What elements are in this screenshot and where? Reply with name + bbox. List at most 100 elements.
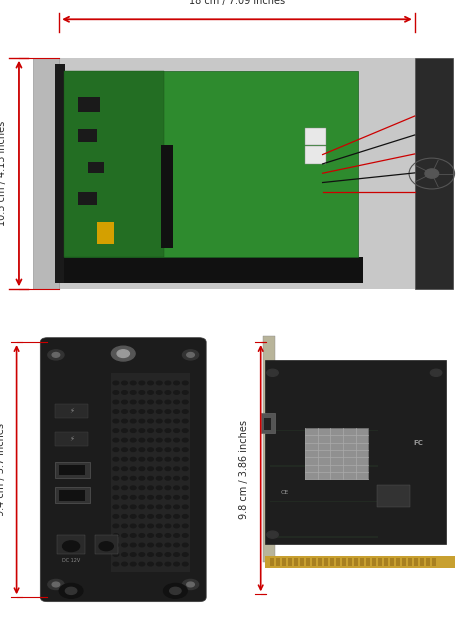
Circle shape bbox=[113, 438, 118, 442]
Bar bbox=[270, 430, 378, 431]
Circle shape bbox=[113, 496, 118, 499]
Circle shape bbox=[165, 391, 171, 394]
Circle shape bbox=[174, 391, 179, 394]
Bar bbox=[55, 432, 88, 446]
Circle shape bbox=[117, 350, 129, 357]
Bar bbox=[282, 558, 286, 566]
Circle shape bbox=[63, 541, 80, 551]
Bar bbox=[55, 404, 88, 418]
Circle shape bbox=[122, 524, 128, 528]
Circle shape bbox=[165, 505, 171, 509]
Circle shape bbox=[165, 419, 171, 423]
Bar bbox=[270, 465, 378, 467]
Circle shape bbox=[99, 542, 113, 551]
Circle shape bbox=[113, 515, 118, 518]
Circle shape bbox=[139, 543, 145, 547]
Circle shape bbox=[148, 448, 154, 452]
Circle shape bbox=[148, 400, 154, 404]
Bar bbox=[415, 58, 453, 289]
Circle shape bbox=[156, 381, 162, 385]
Circle shape bbox=[148, 476, 154, 480]
Circle shape bbox=[165, 400, 171, 404]
Circle shape bbox=[113, 486, 118, 489]
Bar bbox=[88, 162, 104, 173]
Circle shape bbox=[122, 505, 128, 509]
Circle shape bbox=[182, 410, 188, 413]
Bar bbox=[276, 558, 280, 566]
Circle shape bbox=[139, 457, 145, 461]
Circle shape bbox=[139, 381, 145, 385]
Circle shape bbox=[165, 496, 171, 499]
Circle shape bbox=[165, 552, 171, 556]
Circle shape bbox=[113, 419, 118, 423]
Circle shape bbox=[174, 562, 179, 566]
Circle shape bbox=[122, 391, 128, 394]
Circle shape bbox=[139, 552, 145, 556]
Bar bbox=[64, 70, 358, 257]
Bar bbox=[264, 418, 271, 430]
Circle shape bbox=[165, 438, 171, 442]
Circle shape bbox=[182, 438, 188, 442]
Circle shape bbox=[182, 448, 188, 452]
Circle shape bbox=[156, 534, 162, 537]
Circle shape bbox=[165, 486, 171, 489]
Circle shape bbox=[156, 476, 162, 480]
Circle shape bbox=[156, 448, 162, 452]
Circle shape bbox=[174, 400, 179, 404]
Circle shape bbox=[130, 505, 136, 509]
Circle shape bbox=[130, 486, 136, 489]
Circle shape bbox=[139, 562, 145, 566]
Circle shape bbox=[130, 524, 136, 528]
Circle shape bbox=[139, 400, 145, 404]
Circle shape bbox=[148, 534, 154, 537]
Bar bbox=[59, 465, 85, 475]
Circle shape bbox=[156, 410, 162, 413]
Circle shape bbox=[148, 438, 154, 442]
Circle shape bbox=[139, 467, 145, 470]
Circle shape bbox=[165, 381, 171, 385]
Circle shape bbox=[182, 467, 188, 470]
Circle shape bbox=[139, 496, 145, 499]
Circle shape bbox=[113, 562, 118, 566]
Circle shape bbox=[122, 486, 128, 489]
Circle shape bbox=[130, 534, 136, 537]
Text: 10.5 cm / 4.13 inches: 10.5 cm / 4.13 inches bbox=[0, 121, 8, 226]
Circle shape bbox=[156, 505, 162, 509]
Circle shape bbox=[122, 448, 128, 452]
Bar bbox=[265, 360, 446, 544]
Bar bbox=[318, 558, 322, 566]
Bar bbox=[59, 491, 85, 501]
Circle shape bbox=[139, 448, 145, 452]
Circle shape bbox=[130, 496, 136, 499]
Circle shape bbox=[165, 515, 171, 518]
Circle shape bbox=[174, 467, 179, 470]
Circle shape bbox=[182, 543, 188, 547]
Circle shape bbox=[139, 429, 145, 433]
Circle shape bbox=[174, 552, 179, 556]
Circle shape bbox=[139, 534, 145, 537]
Text: ⚡: ⚡ bbox=[70, 408, 74, 414]
Circle shape bbox=[148, 515, 154, 518]
Bar bbox=[324, 558, 328, 566]
Bar bbox=[377, 485, 410, 507]
Circle shape bbox=[139, 505, 145, 509]
Bar bbox=[378, 558, 382, 566]
Bar bbox=[414, 558, 418, 566]
Circle shape bbox=[174, 543, 179, 547]
Circle shape bbox=[182, 562, 188, 566]
Circle shape bbox=[113, 476, 118, 480]
Circle shape bbox=[148, 496, 154, 499]
Circle shape bbox=[148, 486, 154, 489]
Circle shape bbox=[148, 505, 154, 509]
Circle shape bbox=[148, 419, 154, 423]
Circle shape bbox=[130, 419, 136, 423]
Text: 18 cm / 7.09 inches: 18 cm / 7.09 inches bbox=[189, 0, 285, 6]
Circle shape bbox=[182, 391, 188, 394]
Bar bbox=[426, 558, 430, 566]
Bar bbox=[95, 535, 118, 554]
Bar bbox=[360, 558, 364, 566]
Bar bbox=[305, 127, 326, 145]
Bar bbox=[33, 58, 59, 289]
Circle shape bbox=[139, 476, 145, 480]
Circle shape bbox=[122, 562, 128, 566]
